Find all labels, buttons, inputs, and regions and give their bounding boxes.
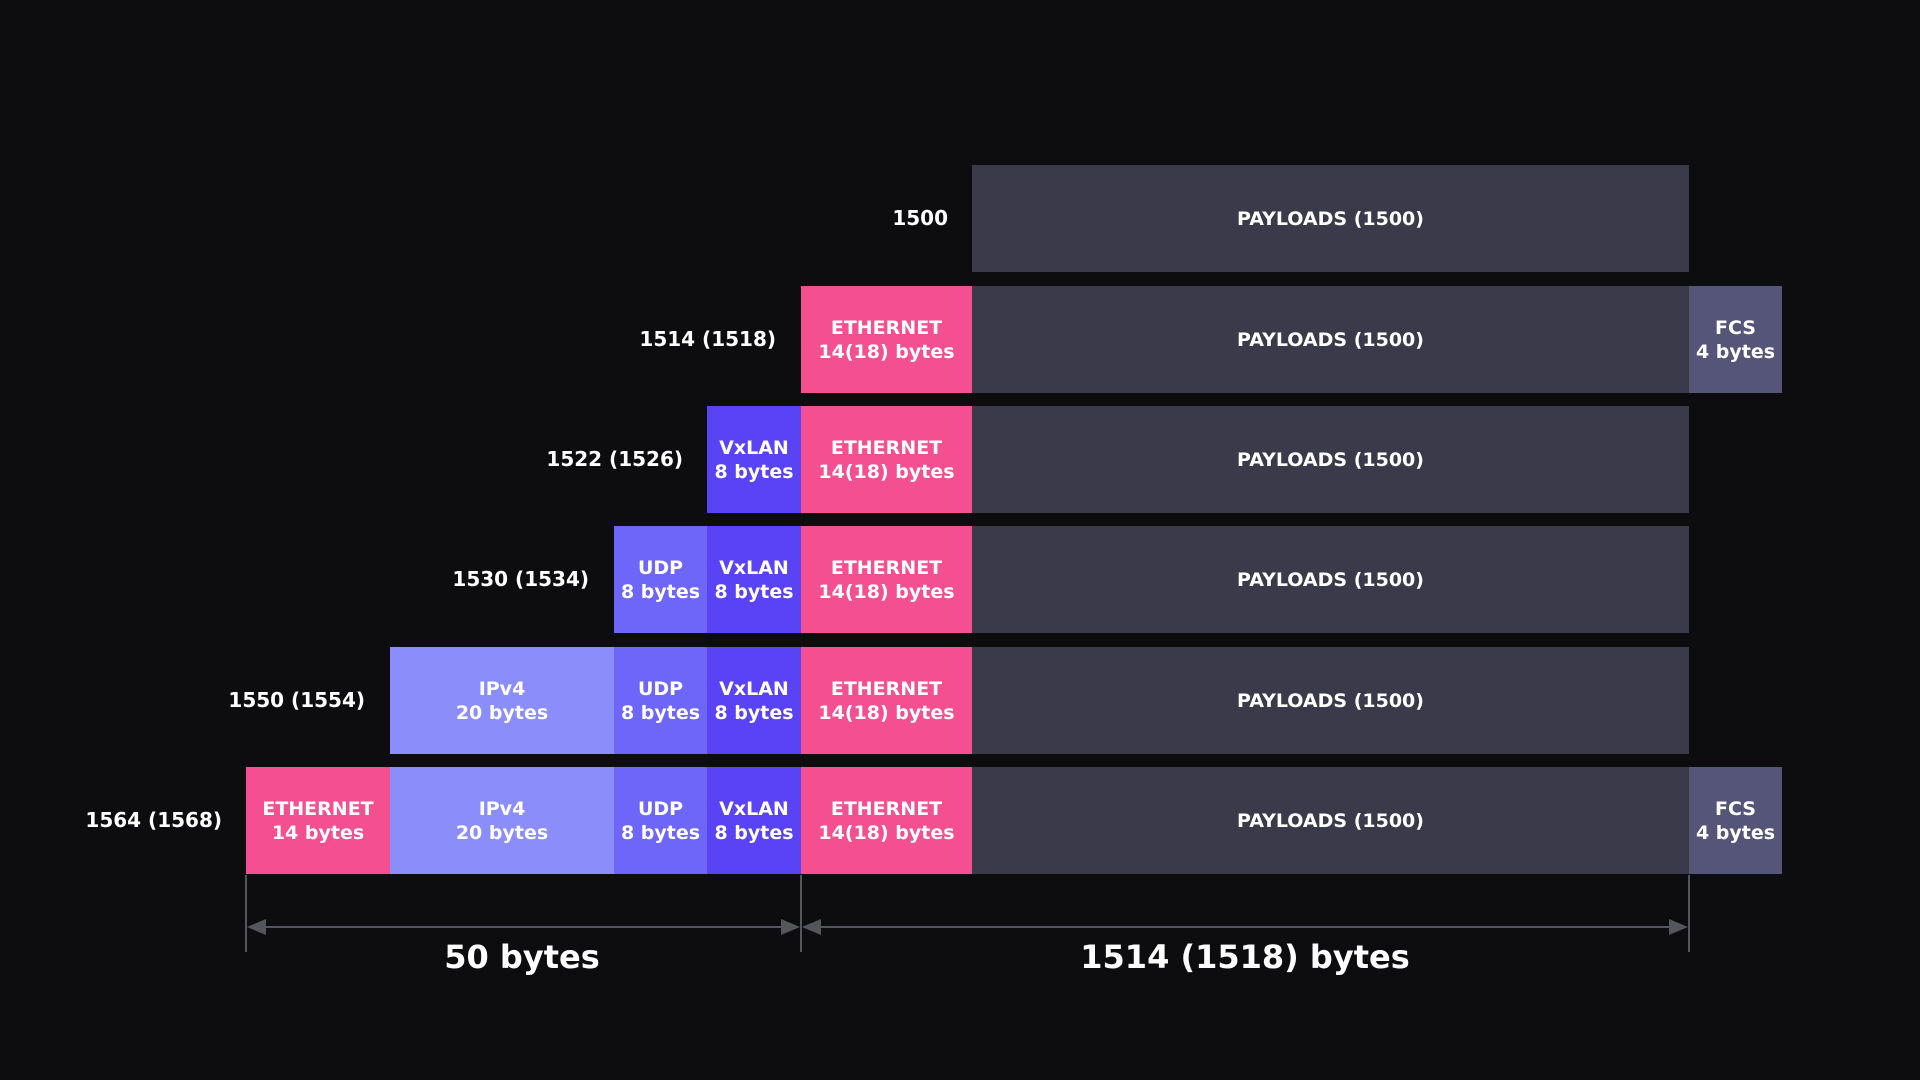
packet-row: 1564 (1568) ETHERNET 14 bytes IPv4 20 bytes U… (0, 767, 1920, 874)
segment-name: FCS (1715, 797, 1756, 820)
fcs-segment: FCS 4 bytes (1689, 767, 1782, 874)
row-total-size-label: 1550 (1554) (228, 688, 365, 712)
segment-name: UDP (637, 677, 684, 700)
overhead-right-arrow (781, 919, 800, 935)
payload-segment: PAYLOADS (1500) (972, 165, 1689, 272)
segment-size: 14(18) bytes (818, 340, 955, 363)
segment-name: ETHERNET (830, 436, 943, 459)
segment-size: 20 bytes (455, 821, 549, 844)
ethernet-segment: ETHERNET 14(18) bytes (801, 767, 972, 874)
row-total-size-label: 1564 (1568) (85, 808, 222, 832)
segment-size: 8 bytes (714, 821, 794, 844)
frame-bytes-label: 1514 (1518) bytes (1080, 938, 1410, 976)
segment-name: VxLAN (719, 797, 789, 820)
segment-name: VxLAN (719, 436, 789, 459)
segment-name: UDP (637, 556, 684, 579)
segment-size: 8 bytes (620, 580, 701, 603)
segment-size: 8 bytes (620, 821, 701, 844)
segment-name: ETHERNET (830, 556, 943, 579)
segment-name: FCS (1715, 316, 1756, 339)
vxlan-segment: VxLAN 8 bytes (707, 767, 801, 874)
packet-row: 1514 (1518) ETHERNET 14(18) bytes PAYLOADS … (0, 286, 1920, 393)
segment-name: VxLAN (719, 556, 789, 579)
frame-left-arrow (802, 919, 821, 935)
segment-size: 14(18) bytes (818, 701, 955, 724)
payload-segment: PAYLOADS (1500) (972, 767, 1689, 874)
ipv4-segment: IPv4 20 bytes (390, 767, 614, 874)
segment-size: 14 bytes (271, 821, 365, 844)
vxlan-segment: VxLAN 8 bytes (707, 406, 801, 513)
segment-name: PAYLOADS (1500) (1237, 689, 1424, 712)
udp-segment: UDP 8 bytes (614, 526, 707, 633)
payload-segment: PAYLOADS (1500) (972, 286, 1689, 393)
segment-size: 14(18) bytes (818, 821, 955, 844)
row-total-size-label: 1500 (892, 206, 948, 230)
payload-segment: PAYLOADS (1500) (972, 406, 1689, 513)
fcs-segment: FCS 4 bytes (1689, 286, 1782, 393)
segment-name: PAYLOADS (1500) (1237, 568, 1424, 591)
packet-row: 1500 PAYLOADS (1500) (0, 165, 1920, 272)
ethernet-segment: ETHERNET 14(18) bytes (801, 526, 972, 633)
segment-name: ETHERNET (830, 316, 943, 339)
segment-size: 4 bytes (1695, 340, 1776, 363)
row-total-size-label: 1514 (1518) (639, 327, 776, 351)
segment-size: 8 bytes (620, 701, 701, 724)
payload-segment: PAYLOADS (1500) (972, 526, 1689, 633)
segment-name: PAYLOADS (1500) (1237, 809, 1424, 832)
segment-size: 8 bytes (714, 580, 794, 603)
ethernet-segment: ETHERNET 14(18) bytes (801, 406, 972, 513)
segment-name: PAYLOADS (1500) (1237, 448, 1424, 471)
segment-name: PAYLOADS (1500) (1237, 328, 1424, 351)
segment-name: UDP (637, 797, 684, 820)
packet-row: 1550 (1554) IPv4 20 bytes UDP 8 bytes VxLAN 8 … (0, 647, 1920, 754)
payload-segment: PAYLOADS (1500) (972, 647, 1689, 754)
segment-size: 20 bytes (455, 701, 549, 724)
vxlan-segment: VxLAN 8 bytes (707, 647, 801, 754)
segment-name: ETHERNET (830, 677, 943, 700)
vxlan-segment: VxLAN 8 bytes (707, 526, 801, 633)
ethernet-segment: ETHERNET 14(18) bytes (801, 286, 972, 393)
segment-size: 14(18) bytes (818, 580, 955, 603)
segment-size: 8 bytes (714, 701, 794, 724)
packet-row: 1522 (1526) VxLAN 8 bytes ETHERNET 14(18) by… (0, 406, 1920, 513)
segment-name: ETHERNET (262, 797, 374, 820)
ipv4-segment: IPv4 20 bytes (390, 647, 614, 754)
outer-ethernet-segment: ETHERNET 14 bytes (246, 767, 390, 874)
segment-name: PAYLOADS (1500) (1237, 207, 1424, 230)
overhead-left-arrow (247, 919, 266, 935)
udp-segment: UDP 8 bytes (614, 647, 707, 754)
packet-row: 1530 (1534) UDP 8 bytes VxLAN 8 bytes ETHERNE… (0, 526, 1920, 633)
segment-size: 8 bytes (714, 460, 794, 483)
frame-right-arrow (1669, 919, 1688, 935)
segment-name: IPv4 (478, 677, 526, 700)
segment-name: ETHERNET (830, 797, 943, 820)
row-total-size-label: 1530 (1534) (452, 567, 589, 591)
segment-name: IPv4 (478, 797, 526, 820)
segment-size: 4 bytes (1695, 821, 1776, 844)
ethernet-segment: ETHERNET 14(18) bytes (801, 647, 972, 754)
segment-name: VxLAN (719, 677, 789, 700)
udp-segment: UDP 8 bytes (614, 767, 707, 874)
row-total-size-label: 1522 (1526) (546, 447, 683, 471)
overhead-bytes-label: 50 bytes (444, 938, 600, 976)
segment-size: 14(18) bytes (818, 460, 955, 483)
